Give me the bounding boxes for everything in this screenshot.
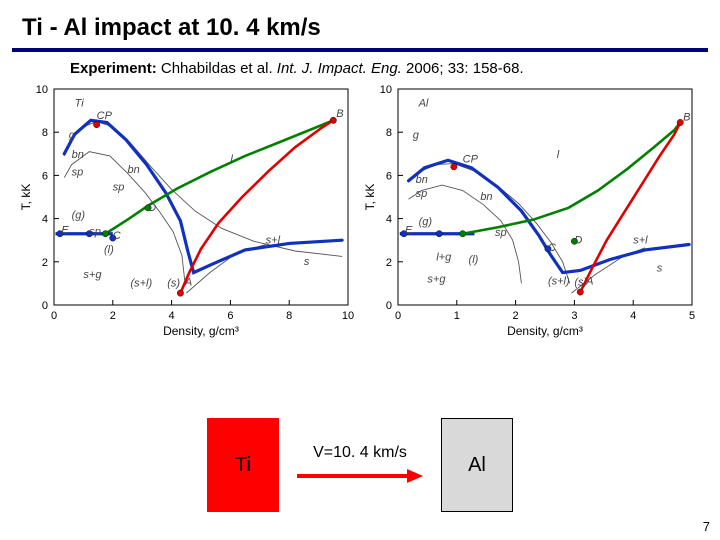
svg-text:l: l (230, 153, 233, 165)
svg-text:8: 8 (42, 127, 48, 139)
target-block: Al (441, 418, 513, 512)
impact-diagram: Ti V=10. 4 km/s Al (0, 418, 720, 512)
svg-text:s+l: s+l (633, 234, 648, 246)
impact-arrow-icon (295, 466, 425, 486)
svg-text:(s): (s) (167, 278, 180, 290)
svg-text:B: B (336, 108, 343, 120)
svg-text:s+g: s+g (427, 273, 446, 285)
citation-authors: Chhabildas et al. (157, 60, 277, 77)
svg-text:2: 2 (513, 310, 519, 322)
svg-text:(l): (l) (469, 254, 479, 266)
svg-text:E: E (405, 225, 413, 237)
svg-text:0: 0 (51, 310, 57, 322)
svg-text:Ti: Ti (75, 97, 85, 109)
svg-text:10: 10 (36, 84, 48, 96)
svg-text:1: 1 (454, 310, 460, 322)
svg-text:(s+l): (s+l) (130, 278, 152, 290)
svg-text:0: 0 (42, 300, 48, 312)
svg-text:A: A (184, 277, 192, 289)
chart-right-wrap: 0 1 2 3 4 5 0 2 4 6 8 10 Density, g/cm³ T, kK Al g bn sp C… (362, 81, 700, 339)
svg-text:sp: sp (416, 188, 428, 200)
svg-text:8: 8 (386, 127, 392, 139)
citation-line: Experiment: Chhabildas et al. Int. J. Im… (0, 60, 720, 77)
svg-text:4: 4 (630, 310, 636, 322)
svg-text:2: 2 (42, 257, 48, 269)
svg-text:(s+l): (s+l) (548, 275, 570, 287)
chart-left: 02468100246810Density, g/cm³T, kKTigbnsp… (18, 81, 356, 339)
svg-text:bn: bn (128, 164, 140, 176)
svg-text:6: 6 (386, 170, 392, 182)
citation-rest: 2006; 33: 158-68. (402, 60, 524, 77)
title-underline (12, 48, 708, 52)
svg-text:l: l (557, 149, 560, 161)
svg-text:5: 5 (689, 310, 695, 322)
svg-text:10: 10 (380, 84, 392, 96)
svg-text:sp: sp (89, 226, 101, 238)
svg-text:s+g: s+g (83, 269, 102, 281)
svg-text:E: E (61, 225, 69, 237)
citation-prefix: Experiment: (70, 60, 157, 77)
svg-text:l+g: l+g (436, 252, 452, 264)
svg-text:A: A (585, 275, 593, 287)
citation-journal: Int. J. Impact. Eng. (277, 60, 402, 77)
svg-text:6: 6 (42, 170, 48, 182)
svg-text:2: 2 (386, 257, 392, 269)
velocity-label: V=10. 4 km/s (313, 444, 407, 462)
svg-text:2: 2 (110, 310, 116, 322)
chart-left-wrap: 02468100246810Density, g/cm³T, kKTigbnsp… (18, 81, 356, 339)
svg-text:Density, g/cm³: Density, g/cm³ (507, 324, 583, 338)
svg-text:D: D (574, 234, 582, 246)
slide-number: 7 (703, 519, 710, 534)
svg-text:0: 0 (395, 310, 401, 322)
projectile-block: Ti (207, 418, 279, 512)
svg-text:bn: bn (72, 149, 84, 161)
svg-text:(g): (g) (419, 216, 433, 228)
svg-text:CP: CP (97, 110, 113, 122)
svg-text:T, kK: T, kK (19, 184, 33, 211)
svg-text:T, kK: T, kK (363, 184, 377, 211)
chart-right: 0 1 2 3 4 5 0 2 4 6 8 10 Density, g/cm³ T, kK Al g bn sp C… (362, 81, 700, 339)
svg-text:bn: bn (416, 174, 428, 186)
svg-text:s+l: s+l (266, 234, 281, 246)
svg-text:Al: Al (418, 97, 429, 109)
impact-arrow-col: V=10. 4 km/s (295, 444, 425, 486)
svg-text:4: 4 (169, 310, 175, 322)
svg-text:sp: sp (113, 182, 125, 194)
svg-text:C: C (548, 242, 556, 254)
svg-text:D: D (148, 202, 156, 214)
svg-text:sp: sp (72, 166, 84, 178)
slide-title: Ti - Al impact at 10. 4 km/s (0, 0, 720, 48)
svg-text:4: 4 (386, 214, 392, 226)
svg-text:Density, g/cm³: Density, g/cm³ (163, 324, 239, 338)
svg-text:C: C (113, 230, 121, 242)
svg-text:8: 8 (286, 310, 292, 322)
svg-text:CP: CP (463, 153, 479, 165)
svg-text:g: g (413, 130, 420, 142)
svg-text:s: s (304, 256, 310, 268)
svg-text:4: 4 (42, 214, 48, 226)
svg-text:sp: sp (495, 227, 507, 239)
svg-text:6: 6 (227, 310, 233, 322)
svg-text:10: 10 (342, 310, 354, 322)
svg-text:0: 0 (386, 300, 392, 312)
svg-text:(g): (g) (72, 210, 86, 222)
svg-text:bn: bn (480, 191, 492, 203)
charts-row: 02468100246810Density, g/cm³T, kKTigbnsp… (0, 81, 720, 339)
svg-text:s: s (657, 263, 663, 275)
svg-text:(l): (l) (104, 244, 114, 256)
svg-text:B: B (683, 111, 690, 123)
svg-text:3: 3 (571, 310, 577, 322)
svg-text:g: g (69, 130, 76, 142)
